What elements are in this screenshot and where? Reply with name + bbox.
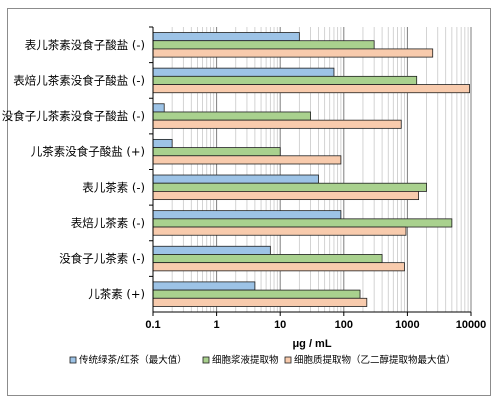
- bar: [152, 297, 368, 307]
- bar: [152, 289, 361, 299]
- bar: [152, 155, 342, 165]
- bar: [152, 84, 470, 94]
- x-tick-label: 1000: [395, 319, 419, 331]
- bar: [152, 67, 335, 77]
- category-label: 表焙儿茶素 (-): [71, 216, 145, 230]
- bar: [152, 254, 383, 264]
- x-tick-label: 100: [335, 319, 353, 331]
- category-label: 没食子儿茶素 (-): [59, 252, 145, 266]
- bar: [152, 245, 271, 255]
- category-label: 儿茶素没食子酸盐 (+): [31, 145, 145, 159]
- legend-swatch: [202, 356, 210, 364]
- bar: [152, 262, 405, 272]
- legend-label: 细胞浆液提取物: [212, 354, 279, 366]
- x-tick-label: 0.1: [145, 319, 160, 331]
- bar: [152, 75, 418, 85]
- axes: [149, 26, 472, 316]
- legend-label: 传统绿茶/红茶（最大值）: [79, 354, 187, 366]
- legend: 传统绿茶/红茶（最大值） 细胞浆液提取物 细胞质提取物（乙二醇提取物最大值）: [69, 354, 456, 366]
- bar: [152, 138, 173, 148]
- bar: [152, 40, 375, 50]
- bar: [152, 119, 402, 129]
- bars: [152, 32, 470, 307]
- bar: [152, 210, 342, 220]
- legend-swatch: [284, 356, 292, 364]
- bar: [152, 182, 427, 192]
- category-label: 表儿茶素 (-): [82, 180, 145, 194]
- tick-labels: 0.1 1 10 100 1000 10000: [145, 319, 486, 331]
- category-label: 表儿茶素没食子酸盐 (-): [25, 38, 145, 52]
- bar: [152, 281, 256, 291]
- x-axis-title: μg / mL: [292, 338, 331, 350]
- bar: [152, 218, 453, 228]
- legend-label: 细胞质提取物（乙二醇提取物最大值）: [294, 354, 456, 366]
- bar: [152, 48, 434, 58]
- category-labels: 表儿茶素没食子酸盐 (-) 表焙儿茶素没食子酸盐 (-) 没食子儿茶素没食子酸盐 (…: [2, 38, 145, 301]
- bar: [152, 147, 281, 157]
- bar: [152, 191, 419, 201]
- x-tick-label: 10: [274, 319, 286, 331]
- bar: [152, 226, 407, 236]
- category-label: 没食子儿茶素没食子酸盐 (-): [2, 109, 145, 123]
- x-tick-label: 1: [214, 319, 220, 331]
- bar: [152, 103, 165, 113]
- bar: [152, 174, 319, 184]
- x-tick-label: 10000: [456, 319, 487, 331]
- category-label: 表焙儿茶素没食子酸盐 (-): [13, 73, 145, 87]
- legend-swatch: [69, 356, 77, 364]
- bar: [152, 32, 300, 42]
- category-label: 儿茶素 (+): [88, 287, 145, 301]
- bar: [152, 111, 311, 121]
